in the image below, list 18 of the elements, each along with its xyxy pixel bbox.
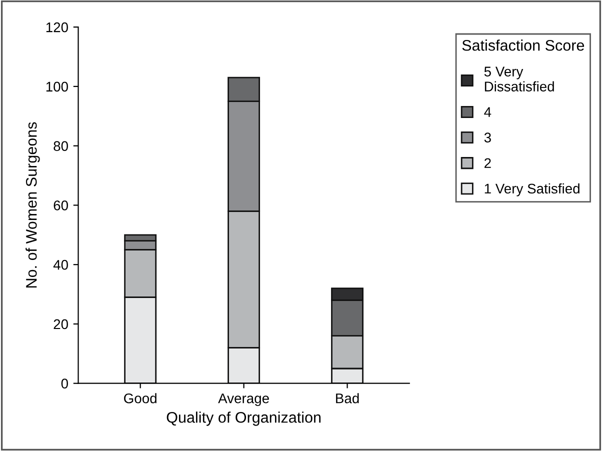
x-tick-label: Bad [336, 393, 359, 404]
legend-label: 4 [484, 107, 492, 117]
y-tick-label: 100 [46, 82, 68, 92]
x-axis-title: Quality of Organization [166, 412, 321, 426]
y-tick-label: 80 [54, 141, 68, 151]
y-axis-title: No. of Women Surgeons [26, 122, 40, 288]
legend-label: 3 [484, 132, 491, 143]
y-tick-label: 60 [54, 200, 68, 210]
legend-label: 5 Very Dissatisfied [484, 66, 554, 92]
y-tick-label: 40 [53, 260, 68, 270]
y-tick-label: 120 [46, 22, 68, 32]
y-tick-label: 20 [54, 319, 68, 330]
y-tick-label: 0 [61, 378, 68, 389]
legend-title: Satisfaction Score [462, 40, 584, 51]
x-tick-label: Average [218, 394, 269, 406]
x-tick-label: Good [124, 393, 156, 404]
legend-label: 2 [484, 158, 491, 168]
legend-label: 1 Very Satisfied [484, 183, 580, 196]
